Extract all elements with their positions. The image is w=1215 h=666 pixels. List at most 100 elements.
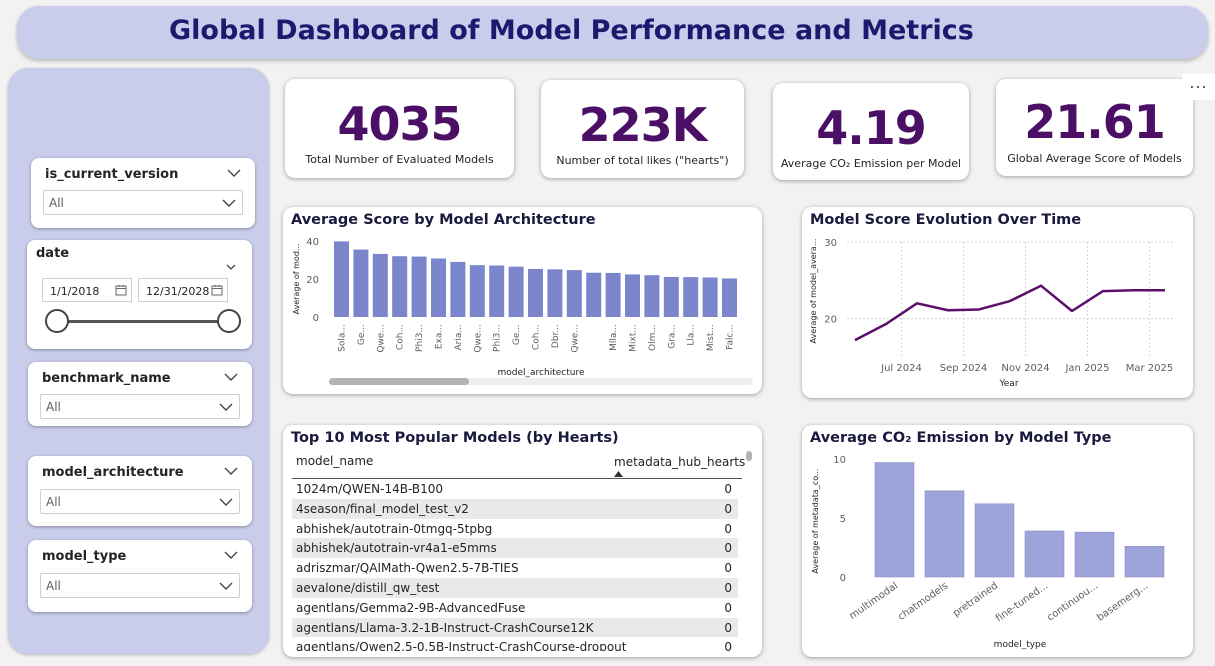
more-options-button[interactable]: ... — [1182, 74, 1215, 100]
bar — [1024, 530, 1065, 578]
scrollbar-thumb[interactable] — [329, 378, 469, 385]
chevron-down-icon — [219, 498, 233, 506]
calendar-icon[interactable] — [115, 284, 127, 296]
chevron-down-icon[interactable] — [224, 262, 238, 272]
x-tick-label: Phi3... — [415, 324, 425, 352]
kpi-label: Average CO₂ Emission per Model — [780, 157, 962, 170]
date-start-input[interactable]: 1/1/2018 — [42, 278, 132, 302]
bar — [353, 249, 369, 317]
cell-model-name: 1024m/QWEN-14B-B100 — [296, 482, 444, 496]
cell-hearts: 0 — [724, 541, 732, 556]
chevron-down-icon — [222, 199, 236, 207]
chevron-down-icon[interactable] — [224, 550, 238, 560]
date-start-value: 1/1/2018 — [50, 285, 100, 298]
bar — [605, 272, 621, 317]
chevron-down-icon — [219, 582, 233, 590]
cell-hearts: 0 — [724, 561, 732, 576]
slicer-title: model_type — [42, 549, 127, 564]
x-tick-label: Qwe... — [570, 324, 580, 353]
model-type-dropdown[interactable]: All — [40, 573, 240, 598]
horizontal-scrollbar[interactable] — [329, 378, 753, 385]
chevron-down-icon[interactable] — [224, 466, 238, 476]
bar — [372, 253, 388, 317]
kpi-value: 4035 — [337, 97, 462, 151]
x-tick-label: Sep 2024 — [940, 363, 987, 374]
column-header-model-name[interactable]: model_name — [296, 454, 374, 468]
y-axis-label: Average of metadata_co... — [811, 468, 820, 573]
y-tick-label: 20 — [824, 315, 837, 326]
bar — [411, 256, 427, 317]
bar — [663, 276, 679, 317]
date-end-input[interactable]: 12/31/2028 — [138, 278, 228, 302]
cell-hearts: 0 — [724, 482, 732, 496]
evolution-chart-panel: Model Score Evolution Over Time 20 30 Aver… — [802, 207, 1193, 398]
table-row[interactable]: agentlans/Llama-3.2-1B-Instruct-CrashCou… — [292, 617, 738, 638]
chevron-down-icon[interactable] — [224, 372, 238, 382]
bar — [392, 256, 408, 317]
slicer-model-type: model_type All — [28, 540, 252, 612]
architecture-chart-panel: Average Score by Model Architecture 0 20 4… — [283, 207, 762, 394]
table-header-divider — [292, 478, 742, 479]
co2-chart-panel: Average CO₂ Emission by Model Type 0 5 10 A… — [802, 425, 1193, 657]
cell-hearts: 0 — [724, 501, 732, 516]
date-range-track[interactable] — [57, 320, 229, 323]
dropdown-value: All — [49, 196, 64, 210]
cell-hearts: 0 — [724, 521, 732, 536]
cell-model-name: agentlans/Llama-3.2-1B-Instruct-CrashCou… — [296, 620, 594, 635]
kpi-card-likes: 223K Number of total likes ("hearts") — [541, 80, 744, 178]
vertical-scrollbar-thumb[interactable] — [746, 451, 752, 461]
cell-model-name: aevalone/distill_qw_test — [296, 581, 440, 595]
calendar-icon[interactable] — [211, 284, 223, 296]
kpi-label: Number of total likes ("hearts") — [556, 154, 729, 167]
page-title: Global Dashboard of Model Performance an… — [169, 15, 974, 46]
table-row[interactable]: 1024m/QWEN-14B-B100 0 — [292, 479, 738, 499]
x-tick-label: Dbr... — [551, 324, 561, 348]
bar — [974, 503, 1015, 578]
table-row[interactable]: adriszmar/QAIMath-Qwen2.5-7B-TIES 0 — [292, 558, 738, 579]
y-tick-label: 0 — [840, 573, 846, 584]
benchmark-dropdown[interactable]: All — [40, 394, 240, 419]
bar — [683, 277, 699, 317]
x-axis-label: Year — [998, 379, 1018, 389]
bar — [874, 462, 915, 578]
date-range-end-handle[interactable] — [217, 309, 241, 333]
kpi-label: Global Average Score of Models — [1007, 152, 1182, 165]
bar — [508, 266, 524, 317]
x-tick-label: Qwe... — [376, 324, 386, 353]
dropdown-value: All — [46, 495, 61, 509]
date-range-start-handle[interactable] — [45, 309, 69, 333]
bar — [334, 241, 349, 317]
architecture-dropdown[interactable]: All — [40, 489, 240, 514]
current-version-dropdown[interactable]: All — [43, 190, 243, 215]
y-tick-label: 10 — [833, 455, 846, 466]
chevron-down-icon[interactable] — [227, 168, 241, 178]
bar — [702, 277, 718, 317]
table-row[interactable]: 4season/final_model_test_v2 0 — [292, 498, 738, 519]
x-tick-label: Phi3... — [493, 324, 503, 352]
x-tick-label: Mist... — [706, 324, 716, 351]
table-row[interactable]: abhishek/autotrain-0tmgq-5tpbg 0 — [292, 518, 738, 539]
x-tick-label: Olm... — [648, 324, 658, 351]
kpi-value: 4.19 — [816, 101, 927, 155]
x-tick-label: Nov 2024 — [1001, 363, 1049, 374]
x-tick-label: Lla... — [687, 324, 697, 346]
table-row[interactable]: agentlans/Gemma2-9B-AdvancedFuse 0 — [292, 597, 738, 618]
table-row[interactable]: agentlans/Qwen2.5-0.5B-Instruct-CrashCou… — [292, 637, 738, 651]
y-tick-label: 30 — [824, 238, 837, 249]
architecture-bar-chart: 0 20 40 Average of mod... Sola... Ge... Qwe...… — [292, 237, 737, 378]
table-row[interactable]: aevalone/distill_qw_test 0 — [292, 578, 738, 598]
y-tick-label: 40 — [306, 237, 319, 248]
slicer-model-architecture: model_architecture All — [28, 456, 252, 526]
x-tick-label: Ge... — [512, 324, 522, 345]
cell-hearts: 0 — [724, 600, 732, 615]
table-row[interactable]: abhishek/autotrain-vr4a1-e5mms 0 — [292, 538, 738, 559]
chart-title: Model Score Evolution Over Time — [810, 212, 1082, 228]
bar — [924, 490, 965, 578]
cell-hearts: 0 — [724, 640, 732, 651]
x-tick-label: Mar 2025 — [1126, 363, 1174, 374]
y-tick-label: 0 — [313, 313, 319, 324]
column-header-hearts[interactable]: metadata_hub_hearts — [614, 455, 746, 469]
x-tick-label: pretrained — [951, 580, 1000, 619]
sort-descending-icon[interactable] — [614, 471, 623, 477]
